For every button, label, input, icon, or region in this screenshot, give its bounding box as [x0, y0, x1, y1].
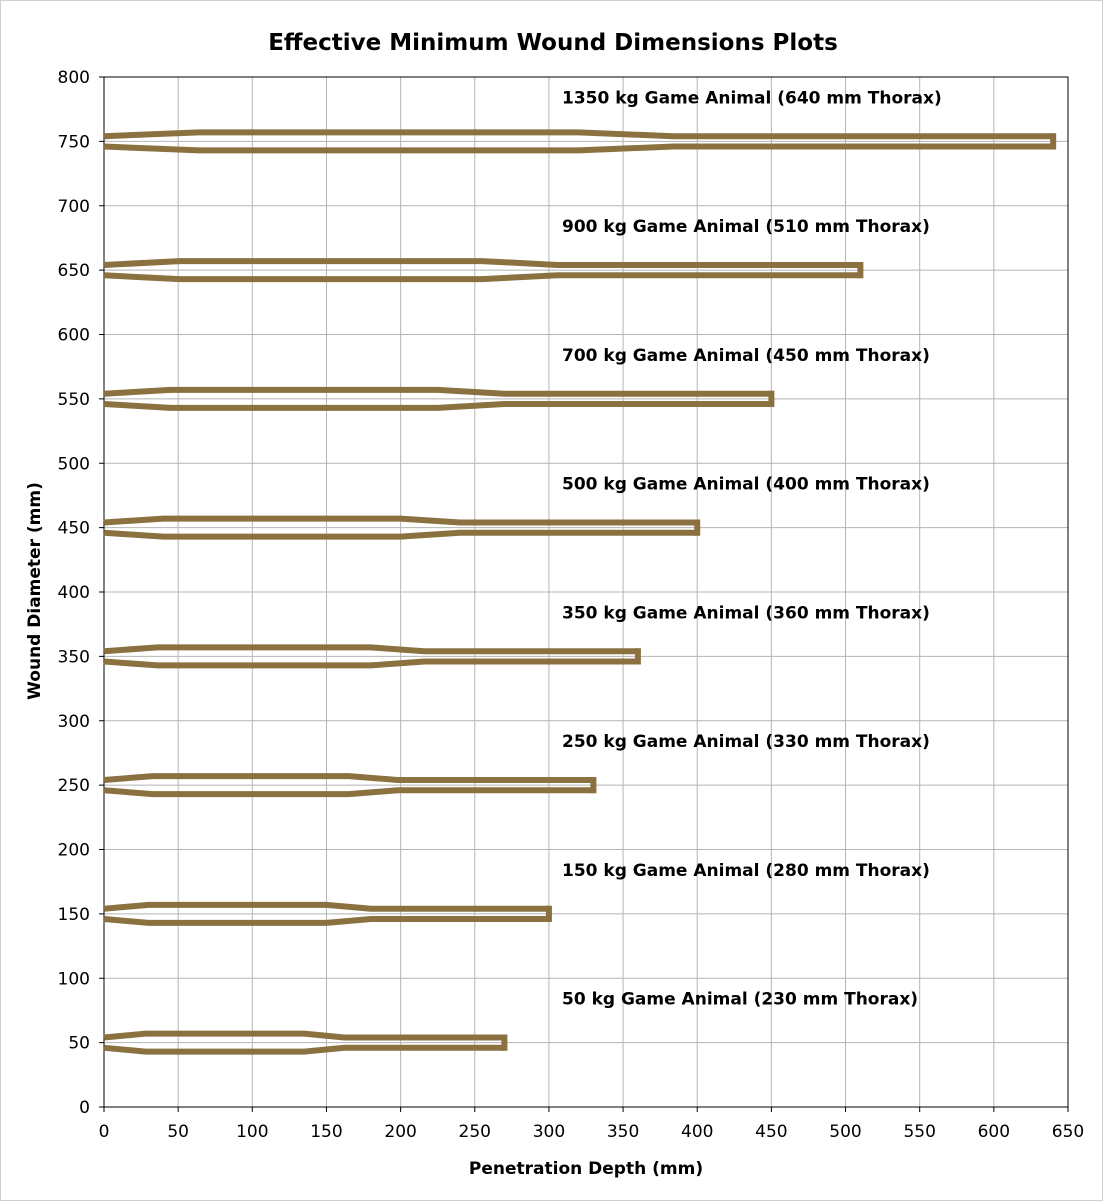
series-annotation: 700 kg Game Animal (450 mm Thorax)	[562, 346, 930, 366]
wound-series	[103, 258, 864, 283]
wound-lower-edge	[103, 1044, 505, 1055]
x-tick-label: 300	[533, 1122, 565, 1142]
x-tick-label: 550	[903, 1122, 935, 1142]
series-annotation: 1350 kg Game Animal (640 mm Thorax)	[562, 88, 942, 108]
wound-lower-edge	[103, 787, 594, 798]
wound-upper-edge	[103, 515, 698, 526]
series-annotation: 350 kg Game Animal (360 mm Thorax)	[562, 603, 930, 623]
wound-series	[103, 773, 597, 798]
chart-title: Effective Minimum Wound Dimensions Plots	[268, 30, 838, 56]
y-tick-label: 0	[79, 1098, 90, 1118]
series-annotation: 900 kg Game Animal (510 mm Thorax)	[562, 217, 930, 237]
wound-upper-edge	[103, 773, 594, 783]
y-axis-ticks: 0 50 100 150 200 250 300 350 400 450 500 550 600 650 7…	[58, 68, 104, 1118]
x-tick-label: 400	[681, 1122, 713, 1142]
wound-upper-edge	[103, 129, 1054, 140]
y-tick-label: 200	[58, 841, 90, 861]
wound-series	[103, 129, 1057, 154]
y-tick-label: 750	[58, 132, 90, 152]
wound-upper-edge	[103, 644, 638, 655]
x-tick-label: 50	[167, 1122, 189, 1142]
y-tick-label: 300	[58, 712, 90, 732]
x-tick-label: 650	[1052, 1122, 1084, 1142]
y-tick-label: 250	[58, 776, 90, 796]
x-tick-label: 250	[459, 1122, 491, 1142]
wound-lower-edge	[103, 401, 772, 411]
wound-lower-edge	[103, 658, 638, 669]
y-tick-label: 500	[58, 454, 90, 474]
wound-series	[103, 901, 552, 926]
y-tick-label: 800	[58, 68, 90, 88]
y-tick-label: 50	[68, 1034, 90, 1054]
y-tick-label: 150	[58, 905, 90, 925]
annotations: 50 kg Game Animal (230 mm Thorax) 150 kg …	[562, 88, 942, 1009]
y-tick-label: 650	[58, 261, 90, 281]
x-axis-label: Penetration Depth (mm)	[469, 1159, 703, 1179]
y-tick-label: 600	[58, 326, 90, 346]
wound-series	[103, 386, 775, 411]
y-tick-label: 550	[58, 390, 90, 410]
wound-lower-edge	[103, 916, 549, 926]
y-tick-label: 400	[58, 583, 90, 603]
wound-lower-edge	[103, 529, 698, 540]
x-tick-label: 200	[384, 1122, 416, 1142]
wound-lower-edge	[103, 143, 1054, 154]
y-tick-label: 700	[58, 197, 90, 217]
series-annotation: 500 kg Game Animal (400 mm Thorax)	[562, 475, 930, 495]
wound-series	[103, 1030, 508, 1055]
wound-series	[103, 515, 701, 540]
series-group	[103, 129, 1057, 1055]
x-tick-label: 600	[978, 1122, 1010, 1142]
wound-upper-edge	[103, 258, 861, 268]
wound-upper-edge	[103, 901, 549, 912]
y-tick-label: 100	[58, 969, 90, 989]
wound-series	[103, 644, 641, 669]
wound-upper-edge	[103, 386, 772, 397]
x-tick-label: 100	[236, 1122, 268, 1142]
x-tick-label: 0	[99, 1122, 110, 1142]
series-annotation: 150 kg Game Animal (280 mm Thorax)	[562, 861, 930, 881]
x-tick-label: 450	[755, 1122, 787, 1142]
y-tick-label: 350	[58, 647, 90, 667]
y-axis-label: Wound Diameter (mm)	[25, 482, 45, 700]
wound-upper-edge	[103, 1030, 505, 1041]
y-tick-label: 450	[58, 519, 90, 539]
x-tick-label: 350	[607, 1122, 639, 1142]
series-annotation: 50 kg Game Animal (230 mm Thorax)	[562, 990, 918, 1010]
series-annotation: 250 kg Game Animal (330 mm Thorax)	[562, 732, 930, 752]
wound-lower-edge	[103, 272, 861, 283]
x-tick-label: 500	[829, 1122, 861, 1142]
x-tick-label: 150	[310, 1122, 342, 1142]
x-axis-ticks: 0 50 100 150 200 250 300 350 400 450 500 550 600 650	[99, 1107, 1084, 1142]
